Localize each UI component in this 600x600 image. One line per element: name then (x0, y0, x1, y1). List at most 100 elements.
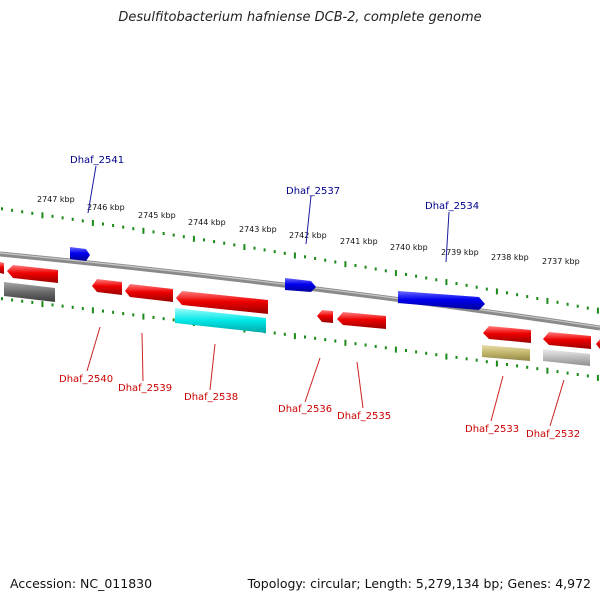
gene-feature[interactable] (543, 332, 591, 349)
kbp-tick-major (394, 346, 397, 353)
gene-feature[interactable] (175, 308, 266, 333)
gene-label[interactable]: Dhaf_2541 (70, 155, 124, 166)
gene-feature[interactable] (92, 279, 122, 295)
kbp-label: 2741 kbp (340, 237, 378, 246)
kbp-tick-minor (132, 227, 135, 231)
map-title: Desulfitobacterium hafniense DCB-2, comp… (118, 10, 482, 25)
kbp-tick-minor (11, 298, 14, 302)
kbp-tick-minor (61, 216, 64, 220)
kbp-tick-minor (576, 304, 579, 308)
kbp-tick-minor (415, 274, 418, 278)
forward-leader-lines (87, 165, 450, 263)
kbp-tick-minor (384, 269, 387, 273)
kbp-tick-major (495, 288, 498, 295)
kbp-tick-minor (81, 307, 84, 311)
gene-label[interactable]: Dhaf_2537 (286, 186, 340, 197)
kbp-tick-major (142, 313, 145, 320)
kbp-label: 2740 kbp (390, 243, 428, 252)
kbp-tick-minor (465, 283, 468, 287)
gene-label[interactable]: Dhaf_2532 (526, 429, 580, 440)
kbp-tick-minor (21, 210, 24, 214)
kbp-tick-minor (435, 278, 438, 282)
gene-feature[interactable] (70, 247, 90, 261)
kbp-tick-major (546, 297, 549, 304)
kbp-tick-minor (425, 276, 428, 280)
gene-label[interactable]: Dhaf_2540 (59, 374, 113, 385)
gene-feature[interactable] (0, 262, 4, 274)
gene-label[interactable]: Dhaf_2538 (184, 392, 238, 403)
kbp-tick-major (91, 219, 94, 226)
kbp-tick-minor (31, 211, 34, 215)
reverse-leader-lines (86, 326, 565, 427)
gene-feature[interactable] (482, 345, 530, 361)
kbp-tick-minor (324, 338, 327, 342)
kbp-tick-major (41, 212, 44, 219)
kbp-tick-minor (566, 371, 569, 375)
kbp-tick-minor (51, 303, 54, 307)
kbp-label: 2746 kbp (87, 203, 125, 212)
kbp-label: 2745 kbp (138, 211, 176, 220)
gene-feature[interactable] (4, 282, 55, 302)
kbp-tick-minor (374, 344, 377, 348)
kbp-tick-minor (31, 300, 34, 304)
kbp-tick-minor (132, 313, 135, 317)
kbp-tick-minor (415, 350, 418, 354)
kbp-tick-major (495, 360, 498, 367)
kbp-tick-major (293, 252, 296, 259)
kbp-tick-minor (81, 219, 84, 223)
gene-label[interactable]: Dhaf_2539 (118, 383, 172, 394)
gene-feature[interactable] (285, 278, 316, 292)
kbp-tick-minor (536, 297, 539, 300)
kbp-tick-minor (354, 264, 357, 267)
kbp-tick-minor (405, 349, 407, 352)
kbp-tick-major (91, 307, 94, 314)
kbp-tick-minor (556, 370, 559, 374)
kbp-tick-minor (516, 364, 519, 368)
kbp-tick-row-outer (1, 207, 599, 314)
gene-feature[interactable] (317, 310, 333, 323)
kbp-tick-minor (334, 260, 337, 264)
gene-label[interactable]: Dhaf_2536 (278, 404, 332, 415)
kbp-label: 2738 kbp (491, 253, 529, 262)
gene-feature[interactable] (337, 312, 386, 329)
kbp-tick-minor (526, 295, 529, 299)
kbp-tick-major (445, 353, 448, 360)
kbp-tick-minor (334, 339, 337, 343)
forward-genes (70, 247, 485, 310)
kbp-tick-minor (182, 235, 185, 239)
kbp-tick-minor (506, 291, 508, 295)
gene-feature[interactable] (125, 284, 173, 302)
kbp-label: 2744 kbp (188, 218, 226, 227)
kbp-tick-minor (61, 304, 64, 308)
kbp-tick-minor (102, 309, 104, 313)
kbp-tick-minor (465, 357, 468, 361)
kbp-tick-minor (526, 365, 529, 369)
kbp-tick-minor (71, 217, 74, 221)
kbp-tick-minor (506, 363, 508, 366)
kbp-tick-minor (374, 267, 377, 271)
kbp-tick-minor (425, 351, 428, 355)
kbp-tick-minor (283, 332, 286, 336)
kbp-tick-minor (475, 358, 478, 362)
gene-feature[interactable] (543, 349, 590, 366)
kbp-tick-minor (112, 224, 115, 227)
kbp-tick-minor (253, 246, 256, 250)
gene-feature[interactable] (7, 265, 58, 283)
gene-feature[interactable] (176, 291, 268, 314)
gene-label[interactable]: Dhaf_2535 (337, 411, 391, 422)
reverse-genes (0, 262, 600, 366)
gene-feature[interactable] (483, 326, 531, 343)
gene-label[interactable]: Dhaf_2533 (465, 424, 519, 435)
gene-label[interactable]: Dhaf_2534 (425, 201, 479, 212)
kbp-tick-minor (455, 282, 458, 285)
gene-feature[interactable] (398, 291, 485, 310)
kbp-tick-minor (364, 265, 367, 269)
kbp-tick-minor (172, 233, 175, 237)
kbp-tick-minor (213, 240, 216, 244)
kbp-tick-minor (435, 353, 438, 357)
kbp-tick-minor (1, 297, 3, 301)
gene-feature[interactable] (596, 339, 600, 349)
kbp-tick-minor (233, 243, 236, 247)
accession-label: Accession: NC_011830 (10, 576, 153, 591)
